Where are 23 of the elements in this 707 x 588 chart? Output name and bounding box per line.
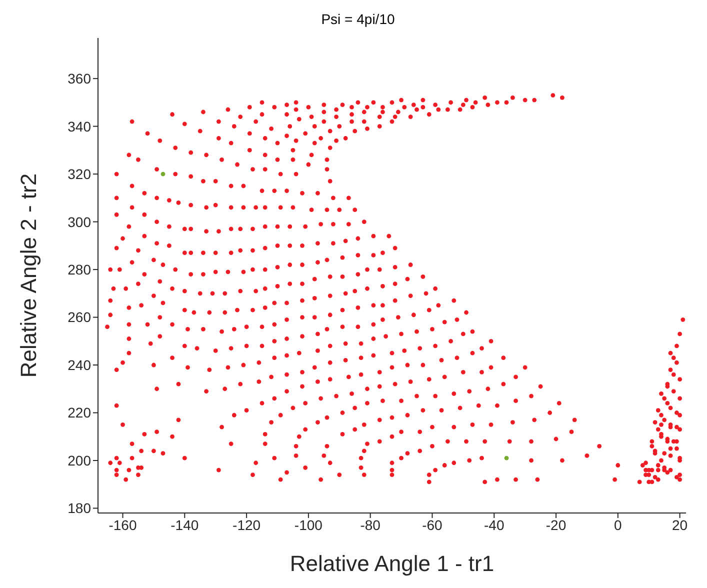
x-axis-title: Relative Angle 1 - tr1 bbox=[290, 551, 494, 576]
y-tick-label: 300 bbox=[68, 214, 92, 230]
x-tick-label: -160 bbox=[108, 516, 137, 533]
x-tick-label: 0 bbox=[614, 516, 622, 533]
x-tick-label: 20 bbox=[672, 516, 688, 533]
x-tick-label: -60 bbox=[422, 516, 443, 533]
y-axis-title: Relative Angle 2 - tr2 bbox=[16, 173, 41, 378]
y-tick-label: 240 bbox=[68, 356, 92, 373]
x-tick-label: -100 bbox=[294, 516, 323, 533]
y-tick-label: 280 bbox=[68, 262, 92, 278]
y-tick-label: 220 bbox=[68, 404, 92, 421]
x-tick-label: -40 bbox=[484, 516, 504, 533]
x-tick-label: -20 bbox=[546, 516, 566, 533]
y-tick-label: 200 bbox=[68, 452, 92, 468]
y-tick-label: 360 bbox=[68, 70, 92, 87]
chart-title: Psi = 4pi/10 bbox=[320, 10, 396, 29]
x-tick-label: -80 bbox=[360, 516, 381, 533]
y-tick-label: 320 bbox=[68, 166, 92, 182]
x-tick-label: -120 bbox=[232, 516, 261, 533]
x-tick-label: -140 bbox=[170, 516, 199, 533]
y-tick-label: 260 bbox=[68, 309, 92, 326]
y-tick-label: 340 bbox=[68, 118, 92, 134]
y-tick-label: 180 bbox=[68, 500, 92, 516]
